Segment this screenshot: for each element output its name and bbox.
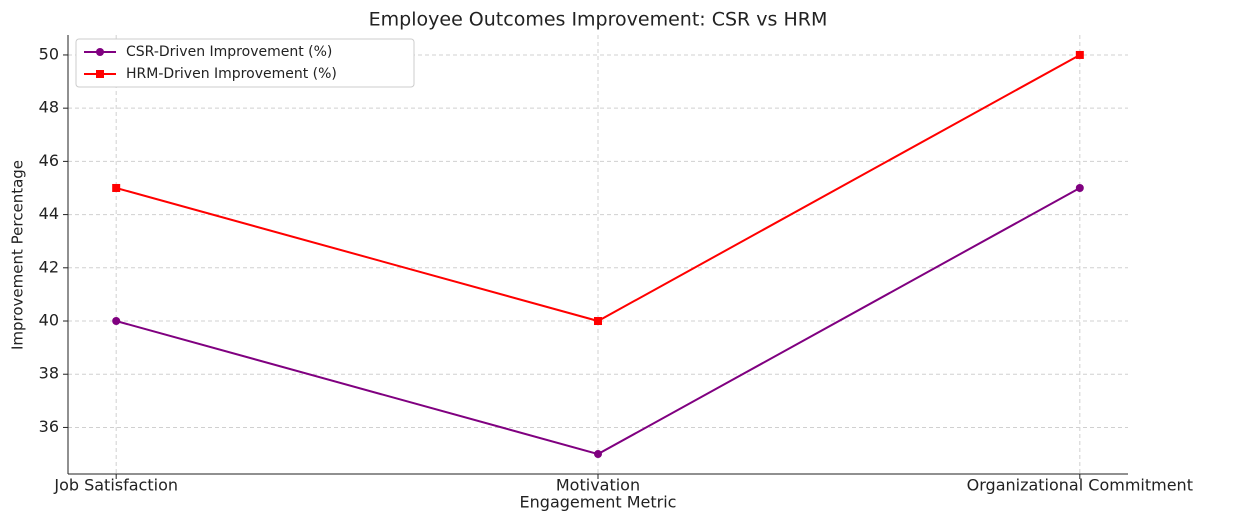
x-tick-label: Organizational Commitment	[967, 476, 1193, 495]
y-tick-label: 50	[39, 44, 59, 63]
legend-label: CSR-Driven Improvement (%)	[126, 44, 332, 60]
marker	[96, 48, 104, 56]
y-tick-label: 38	[39, 364, 59, 383]
legend: CSR-Driven Improvement (%) HRM-Driven Imp…	[75, 38, 415, 88]
chart-title: Employee Outcomes Improvement: CSR vs HR…	[369, 9, 828, 31]
x-axis-label: Engagement Metric	[520, 493, 677, 512]
x-tick-label: Motivation	[556, 476, 640, 495]
marker	[1075, 183, 1084, 192]
y-axis-label: Improvement Percentage	[9, 160, 27, 350]
y-tick-label: 44	[39, 204, 59, 223]
marker	[594, 317, 602, 326]
marker	[1075, 50, 1084, 59]
y-tick-label: 42	[39, 257, 59, 276]
y-tick-label: 48	[39, 98, 59, 117]
marker	[594, 450, 602, 459]
y-tick-label: 36	[39, 417, 59, 436]
x-tick-label: Job Satisfaction	[53, 476, 178, 495]
y-tick-label: 46	[39, 151, 59, 170]
marker	[112, 183, 121, 192]
legend-label: HRM-Driven Improvement (%)	[126, 66, 337, 82]
legend-box	[75, 38, 415, 88]
marker	[96, 70, 104, 78]
y-tick-label: 40	[39, 311, 59, 330]
marker	[112, 317, 121, 326]
